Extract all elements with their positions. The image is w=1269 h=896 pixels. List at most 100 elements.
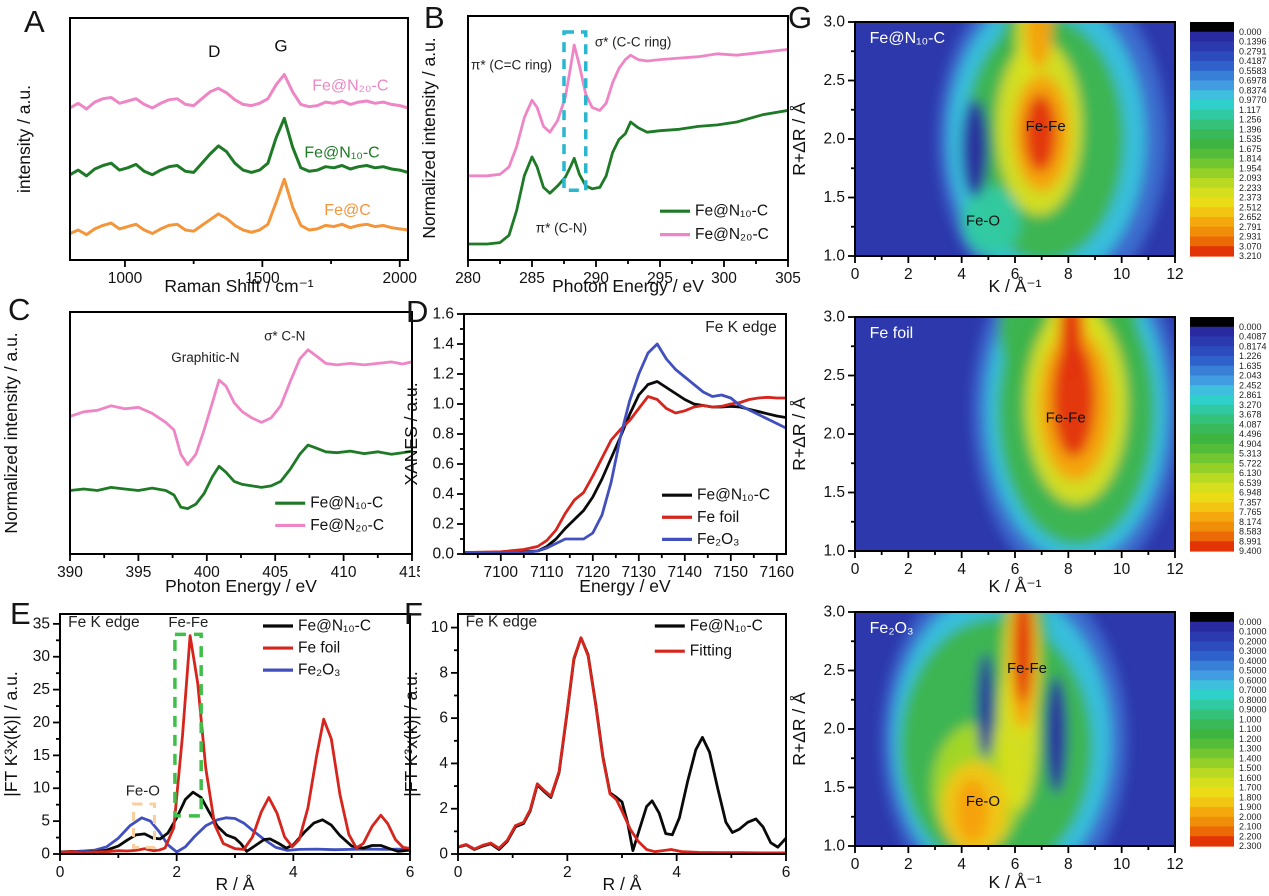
x-tick-label: 0 xyxy=(851,561,860,578)
x-tick-label: 8 xyxy=(1064,561,1073,578)
x-tick-label: 7160 xyxy=(760,564,795,581)
colorbar-tick-label: 2.233 xyxy=(1239,183,1262,193)
panel-e-plot: 0 2 4 6 0 5 10 15 20 25 30 35 R / Å |FT K³x(k)| / a.u… xyxy=(1,613,414,894)
y-tick-label: 0.0 xyxy=(432,546,454,563)
y-tick-label: 1.5 xyxy=(823,189,845,206)
colorbar: 0.0000.10000.20000.30000.40000.50000.600… xyxy=(1190,612,1267,851)
colorbar-tick-label: 5.722 xyxy=(1239,458,1262,468)
x-tick-label: 1500 xyxy=(245,270,280,287)
x-axis-title: Photon Energy / eV xyxy=(552,276,704,296)
colorbar-tick-label: 4.087 xyxy=(1239,419,1262,429)
annotation: Fe@N₁₀-C xyxy=(870,30,945,47)
y-axis-title: Normalized intensity / a.u. xyxy=(420,37,439,238)
y-axis-title: R+ΔR / Å xyxy=(790,692,809,766)
annotation: Fe-Fe xyxy=(168,614,208,631)
series-Fe@N₁₀-C xyxy=(70,443,412,511)
colorbar-tick-label: 0.000 xyxy=(1239,27,1262,37)
colorbar-tick-label: 7.357 xyxy=(1239,497,1262,507)
panel-b-plot: 280 285 290 295 300 305 Photon Energy / eV Norm… xyxy=(419,15,801,296)
colorbar-tick-label: 3.070 xyxy=(1239,241,1262,251)
y-tick-label: 8 xyxy=(439,664,448,681)
x-tick-label: 285 xyxy=(519,270,545,287)
x-tick-label: 6 xyxy=(1011,856,1020,873)
colorbar-tick-label: 1.635 xyxy=(1239,361,1262,371)
x-tick-label: 390 xyxy=(57,564,83,581)
colorbar-tick-label: 0.6978 xyxy=(1239,76,1267,86)
colorbar-tick-label: 1.900 xyxy=(1239,802,1262,812)
y-tick-label: 1.2 xyxy=(432,366,454,383)
colorbar-tick-label: 5.313 xyxy=(1239,449,1262,459)
colorbar-tick-label: 1.396 xyxy=(1239,124,1262,134)
panel-f-plot: 0 2 4 6 0 2 4 6 8 10 R / Å |FT K³x(k)| / a.u. Fe@N₁₀… xyxy=(401,613,790,894)
panel-g-wavelet-fe2o3-chart: 0.000 0.1000 0.2000 0.3000 0.4000 0.5000 0.600… xyxy=(789,598,1269,896)
y-tick-label: 2.0 xyxy=(823,426,845,443)
colorbar-tick-label: 6.948 xyxy=(1239,488,1262,498)
series-group xyxy=(60,634,410,854)
colorbar-tick-label: 0.000 xyxy=(1239,617,1262,627)
x-tick-label: 0 xyxy=(56,864,65,881)
y-tick-label: 1.0 xyxy=(432,396,454,413)
y-tick-label: 1.5 xyxy=(823,484,845,501)
panel-g3-plot: 0.0000.10000.20000.30000.40000.50000.600… xyxy=(789,604,1267,893)
legend: Fe@N₁₀-C Fe@N₂₀-C xyxy=(660,203,769,243)
annotation: D xyxy=(208,42,220,61)
panel-label-b: B xyxy=(424,0,445,35)
colorbar-tick-label: 2.000 xyxy=(1239,812,1262,822)
colorbar-tick-label: 2.791 xyxy=(1239,222,1262,232)
x-axis-title: R / Å xyxy=(216,874,255,894)
x-tick-label: 2 xyxy=(904,856,913,873)
x-tick-label: 8 xyxy=(1064,266,1073,283)
colorbar-tick-label: 1.300 xyxy=(1239,744,1262,754)
y-tick-label: 3.0 xyxy=(823,14,845,31)
annotation: π* (C-N) xyxy=(536,220,587,235)
y-tick-label: 20 xyxy=(33,714,51,731)
colorbar-tick-label: 1.954 xyxy=(1239,163,1262,173)
panel-label-c: C xyxy=(8,292,31,327)
y-tick-label: 1.4 xyxy=(432,336,454,353)
colorbar-tick-label: 0.5000 xyxy=(1239,666,1267,676)
y-tick-label: 1.0 xyxy=(823,838,845,855)
x-tick-label: 0 xyxy=(454,864,463,881)
panel-label-e: E xyxy=(10,596,31,631)
annotation: σ* C-N xyxy=(264,329,305,344)
x-tick-label: 0 xyxy=(851,856,860,873)
annotation: Fe@N₁₀-C xyxy=(304,144,379,161)
annotation: Fe foil xyxy=(870,325,914,342)
legend-label: Fitting xyxy=(690,643,732,660)
colorbar-tick-label: 2.931 xyxy=(1239,232,1262,242)
x-tick-label: 4 xyxy=(289,864,298,881)
legend-label: Fe@N₂₀-C xyxy=(310,517,384,534)
x-tick-label: 7110 xyxy=(530,564,564,581)
annotation: Fe@C xyxy=(324,202,370,219)
x-tick-label: 4 xyxy=(957,561,966,578)
y-tick-label: 2.0 xyxy=(823,721,845,738)
x-tick-label: 7150 xyxy=(714,564,749,581)
axes xyxy=(53,622,411,861)
x-axis-title: Raman Shift / cm⁻¹ xyxy=(164,276,313,296)
y-tick-label: 0 xyxy=(41,846,50,863)
annotation: Fe@N₂₀-C xyxy=(312,78,388,95)
colorbar-tick-label: 1.200 xyxy=(1239,734,1262,744)
colorbar-tick-label: 9.400 xyxy=(1239,546,1262,556)
y-tick-label: 25 xyxy=(33,681,50,698)
axes xyxy=(467,260,789,267)
legend-label: Fe₂O₃ xyxy=(697,531,739,548)
colorbar-tick-label: 1.814 xyxy=(1239,154,1262,164)
series-Fe@N₂₀-C xyxy=(70,348,412,467)
x-tick-label: 12 xyxy=(1166,856,1183,873)
panel-a-plot: 1000 1500 2000 Raman Shift / cm⁻¹ intensity … xyxy=(14,17,417,296)
x-tick-label: 410 xyxy=(331,564,357,581)
colorbar-tick-label: 0.8374 xyxy=(1239,85,1267,95)
heatmap-blobs xyxy=(937,22,1167,256)
colorbar-tick-label: 2.100 xyxy=(1239,822,1262,832)
annotation: Fe-O xyxy=(126,782,160,799)
x-tick-label: 415 xyxy=(399,564,420,581)
annotation: Graphitic-N xyxy=(171,350,239,365)
y-tick-label: 5 xyxy=(41,813,50,830)
colorbar-tick-label: 1.117 xyxy=(1239,105,1261,115)
x-tick-label: 10 xyxy=(1113,856,1131,873)
y-tick-label: 0.6 xyxy=(432,456,454,473)
x-tick-label: 2 xyxy=(904,266,913,283)
y-tick-label: 35 xyxy=(33,615,50,632)
y-tick-label: 10 xyxy=(431,619,449,636)
